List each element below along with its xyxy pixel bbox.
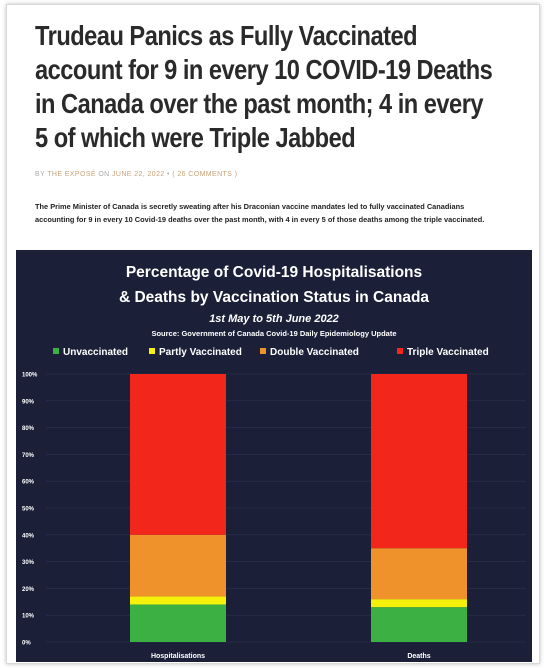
legend-swatch: [397, 348, 403, 354]
y-tick-label: 40%: [22, 533, 35, 539]
headline-line: account for 9 in every 10 COVID-19 Death…: [35, 54, 493, 85]
x-tick-label: Deaths: [407, 653, 430, 660]
chart-panel: Percentage of Covid-19 Hospitalisations &…: [16, 250, 532, 662]
legend-swatch: [260, 348, 266, 354]
chart-subtitle: 1st May to 5th June 2022: [209, 313, 339, 325]
y-tick-label: 20%: [22, 587, 35, 593]
legend-label: Double Vaccinated: [270, 347, 359, 358]
bar-segment: [130, 534, 226, 597]
legend-label: Partly Vaccinated: [159, 347, 242, 358]
y-tick-label: 90%: [22, 399, 35, 405]
comments-link[interactable]: ( 26 COMMENTS ): [172, 171, 238, 178]
y-tick-label: 60%: [22, 480, 35, 486]
article-headline: Trudeau Panics as Fully Vaccinated accou…: [35, 19, 525, 155]
bar-segment: [130, 596, 226, 605]
article-summary: The Prime Minister of Canada is secretly…: [35, 202, 485, 224]
legend-label: Triple Vaccinated: [407, 347, 489, 358]
bar-segment: [130, 604, 226, 642]
chart-title-line: Percentage of Covid-19 Hospitalisations: [126, 264, 422, 281]
x-tick-label: Hospitalisations: [151, 653, 205, 660]
headline-line: in Canada over the past month; 4 in ever…: [35, 88, 484, 119]
legend-swatch: [53, 348, 59, 354]
legend-swatch: [149, 348, 155, 354]
byline-by: BY: [35, 171, 46, 178]
bar-segment: [371, 374, 467, 549]
y-tick-label: 30%: [22, 560, 35, 566]
bar-segment: [371, 607, 467, 642]
bar-segment: [371, 599, 467, 608]
y-tick-label: 70%: [22, 453, 35, 459]
y-tick-label: 100%: [22, 373, 38, 379]
y-tick-label: 50%: [22, 507, 35, 513]
chart-title-line: & Deaths by Vaccination Status in Canada: [119, 289, 429, 306]
byline-on: ON: [98, 171, 110, 178]
legend-label: Unvaccinated: [63, 347, 128, 358]
y-tick-label: 10%: [22, 614, 35, 620]
bar-segment: [371, 548, 467, 600]
byline-separator: •: [167, 171, 170, 178]
chart-source: Source: Government of Canada Covid-19 Da…: [151, 329, 396, 338]
y-tick-label: 0%: [22, 641, 31, 647]
headline-line: 5 of which were Triple Jabbed: [35, 122, 356, 153]
stacked-bar-chart: Percentage of Covid-19 Hospitalisations &…: [22, 264, 526, 660]
headline-line: Trudeau Panics as Fully Vaccinated: [35, 20, 418, 51]
y-tick-label: 80%: [22, 426, 35, 432]
author-link[interactable]: THE EXPOSÉ: [47, 171, 96, 178]
date-link[interactable]: JUNE 22, 2022: [112, 171, 165, 178]
article-byline: BY THE EXPOSÉ ON JUNE 22, 2022 • ( 26 CO…: [35, 171, 237, 178]
bar-segment: [130, 374, 226, 535]
